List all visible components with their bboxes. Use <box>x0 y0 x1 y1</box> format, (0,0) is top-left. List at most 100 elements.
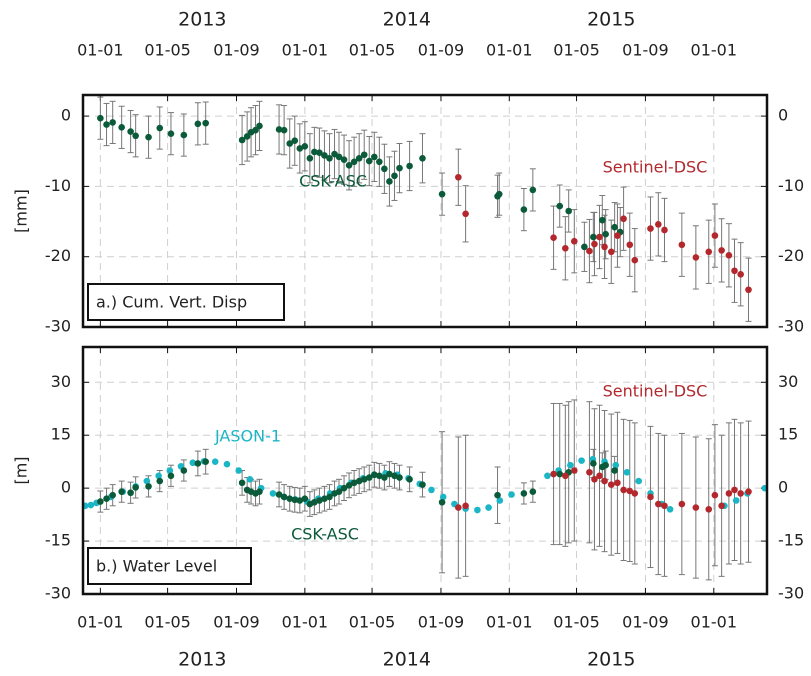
data-point <box>396 164 403 172</box>
data-point <box>381 165 388 173</box>
data-point <box>311 148 318 156</box>
x-tick-label: 01-01 <box>691 613 738 632</box>
data-point <box>103 495 110 503</box>
year-label: 2015 <box>587 649 635 671</box>
x-tick-label: 01-05 <box>144 613 191 632</box>
panel-label: b.) Water Level <box>96 557 217 576</box>
data-point <box>599 216 606 224</box>
data-point <box>296 145 304 152</box>
data-point <box>321 495 328 503</box>
x-tick-label: 01-09 <box>418 41 465 60</box>
data-point <box>238 479 246 487</box>
plot-frame <box>81 345 769 596</box>
data-point <box>655 221 662 228</box>
x-tick-label: 01-09 <box>622 41 669 60</box>
data-point <box>156 124 164 132</box>
data-point <box>194 460 202 467</box>
data-point <box>180 131 188 139</box>
data-point <box>590 460 597 467</box>
data-point <box>520 490 528 497</box>
data-point <box>590 233 597 241</box>
data-point <box>365 474 373 481</box>
data-point <box>666 506 674 513</box>
data-point <box>211 458 219 465</box>
data-point <box>396 474 403 481</box>
series-label: CSK-ASC <box>291 525 359 544</box>
data-point <box>350 158 358 166</box>
data-point <box>296 497 304 504</box>
data-point <box>635 477 643 485</box>
data-point <box>280 126 288 134</box>
data-point <box>340 156 348 163</box>
data-point <box>601 477 608 485</box>
x-tick-label: 01-05 <box>349 41 396 60</box>
data-point <box>118 124 125 131</box>
data-point <box>612 461 620 469</box>
year-label: 2013 <box>178 649 226 671</box>
data-point <box>202 458 209 465</box>
data-point <box>243 133 251 140</box>
y-tick-label: -15 <box>45 531 71 550</box>
data-point <box>620 215 627 223</box>
data-point <box>578 457 585 464</box>
y-tick-label-right: 15 <box>778 425 798 444</box>
data-point <box>428 486 435 494</box>
data-point <box>596 472 603 480</box>
data-point <box>321 152 328 159</box>
data-point <box>419 154 426 162</box>
data-point <box>371 471 378 479</box>
data-point <box>496 497 504 504</box>
data-point <box>626 487 634 495</box>
data-point <box>607 481 615 488</box>
data-point <box>291 137 299 144</box>
data-point <box>326 493 333 501</box>
data-point <box>97 114 104 122</box>
x-tick-label: 01-05 <box>349 613 396 632</box>
y-axis-label: [mm] <box>12 189 31 233</box>
data-point <box>562 244 569 252</box>
data-point <box>731 486 738 494</box>
data-point <box>235 467 243 474</box>
data-point <box>562 472 569 480</box>
data-point <box>529 488 537 495</box>
data-point <box>167 472 175 480</box>
data-point <box>626 241 634 249</box>
series-label: Sentinel-DSC <box>603 382 708 401</box>
data-point <box>145 483 152 490</box>
data-point <box>732 497 740 504</box>
panel-label: a.) Cum. Vert. Disp <box>96 293 247 312</box>
data-point <box>355 477 363 485</box>
y-tick-label-right: -20 <box>778 246 804 265</box>
data-point <box>118 488 125 495</box>
panel-label-box <box>87 283 285 321</box>
y-tick-label: 30 <box>51 372 71 391</box>
data-point <box>127 489 134 497</box>
data-point <box>614 479 621 487</box>
data-point <box>725 490 733 497</box>
data-point <box>718 247 725 254</box>
data-point <box>602 461 609 469</box>
data-point <box>611 223 618 231</box>
data-point <box>376 158 383 166</box>
data-point <box>692 504 700 511</box>
data-point <box>386 178 393 185</box>
data-point <box>529 186 537 194</box>
data-point <box>306 154 314 162</box>
data-point <box>455 504 462 511</box>
x-tick-label: 01-01 <box>486 41 533 60</box>
data-point <box>462 502 469 510</box>
data-point <box>406 162 413 170</box>
y-tick-label-right: 30 <box>778 372 798 391</box>
x-tick-label: 01-09 <box>418 613 465 632</box>
x-tick-label: 01-09 <box>213 41 260 60</box>
data-point <box>678 241 686 249</box>
data-point <box>275 491 283 498</box>
data-point <box>737 270 744 278</box>
data-point <box>620 486 627 494</box>
data-point <box>550 234 557 242</box>
data-point <box>202 119 209 127</box>
y-tick-label-right: 0 <box>778 106 788 125</box>
data-point <box>485 504 492 511</box>
y-tick-label: 0 <box>61 106 71 125</box>
data-point <box>391 472 398 480</box>
